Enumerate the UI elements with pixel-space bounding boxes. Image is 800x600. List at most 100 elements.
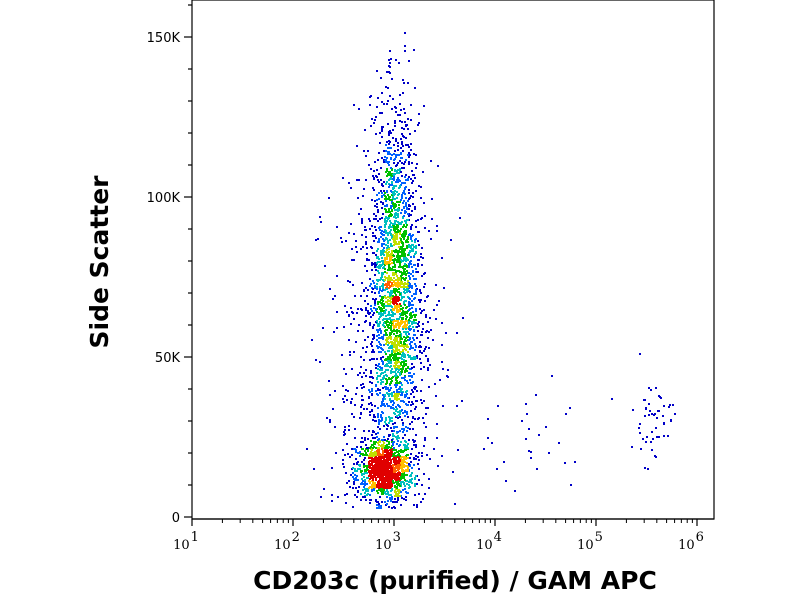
event-dot <box>400 147 402 149</box>
event-dot <box>420 399 422 401</box>
x-tick-label: 103 <box>375 530 401 553</box>
event-dot <box>380 232 382 234</box>
event-dot <box>412 326 414 328</box>
event-dot <box>390 229 392 231</box>
event-dot <box>391 182 393 184</box>
event-dot <box>360 356 362 358</box>
event-dot <box>380 77 382 79</box>
event-dot <box>363 459 365 461</box>
event-dot <box>397 254 399 256</box>
event-dot <box>384 226 386 228</box>
event-dot <box>389 220 391 222</box>
event-dot <box>401 409 403 411</box>
event-dot <box>404 233 406 235</box>
event-dot <box>409 475 411 477</box>
event-dot <box>398 187 400 189</box>
event-dot <box>380 507 382 509</box>
event-dot <box>421 352 423 354</box>
event-dot <box>377 270 379 272</box>
event-dot <box>404 32 406 34</box>
event-dot <box>397 376 399 378</box>
event-dot <box>370 308 372 310</box>
event-dot <box>424 272 426 274</box>
event-dot <box>382 387 384 389</box>
event-dot <box>399 303 401 305</box>
event-dot <box>346 443 348 445</box>
event-dot <box>384 260 386 262</box>
event-dot <box>374 119 376 121</box>
event-dot <box>410 247 412 249</box>
event-dot <box>402 367 404 369</box>
event-dot <box>359 451 361 453</box>
event-dot <box>388 164 390 166</box>
event-dot <box>647 468 649 470</box>
event-dot <box>419 308 421 310</box>
event-dot <box>398 62 400 64</box>
event-dot <box>385 200 387 202</box>
event-dot <box>450 239 452 241</box>
event-dot <box>423 309 425 311</box>
event-dot <box>397 258 399 260</box>
event-dot <box>410 260 412 262</box>
event-dot <box>388 324 390 326</box>
event-dot <box>411 401 413 403</box>
event-dot <box>391 269 393 271</box>
event-dot <box>381 461 383 463</box>
event-dot <box>382 450 384 452</box>
event-dot <box>437 165 439 167</box>
event-dot <box>425 331 427 333</box>
event-dot <box>380 236 382 238</box>
event-dot <box>496 468 498 470</box>
event-dot <box>417 330 419 332</box>
event-dot <box>381 207 383 209</box>
event-dot <box>402 456 404 458</box>
event-dot <box>357 374 359 376</box>
event-dot <box>359 455 361 457</box>
event-dot <box>398 266 400 268</box>
event-dot <box>363 473 365 475</box>
event-dot <box>530 457 532 459</box>
event-dot <box>373 358 375 360</box>
event-dot <box>410 143 412 145</box>
event-dot <box>379 473 381 475</box>
event-dot <box>367 150 369 152</box>
x-tick-label: 104 <box>476 530 502 553</box>
event-dot <box>441 344 443 346</box>
event-dot <box>395 283 397 285</box>
event-dot <box>403 341 405 343</box>
event-dot <box>396 391 398 393</box>
event-dot <box>420 218 422 220</box>
event-dot <box>380 201 382 203</box>
event-dot <box>357 479 359 481</box>
event-dot <box>396 298 398 300</box>
event-dot <box>437 465 439 467</box>
event-dot <box>385 388 387 390</box>
event-dot <box>372 419 374 421</box>
event-dot <box>332 298 334 300</box>
event-dot <box>365 287 367 289</box>
event-dot <box>401 384 403 386</box>
event-dot <box>386 258 388 260</box>
event-dot <box>373 416 375 418</box>
event-dot <box>364 481 366 483</box>
event-dot <box>377 492 379 494</box>
event-dot <box>392 197 394 199</box>
event-dot <box>361 448 363 450</box>
event-dot <box>639 432 641 434</box>
event-dot <box>350 187 352 189</box>
event-dot <box>416 326 418 328</box>
event-dot <box>385 334 387 336</box>
event-dot <box>405 260 407 262</box>
event-dot <box>379 366 381 368</box>
event-dot <box>362 195 364 197</box>
event-dot <box>378 505 380 507</box>
event-dot <box>370 470 372 472</box>
event-dot <box>569 407 571 409</box>
event-dot <box>394 337 396 339</box>
event-dot <box>366 270 368 272</box>
event-dot <box>411 224 413 226</box>
event-dot <box>387 234 389 236</box>
event-dot <box>378 341 380 343</box>
event-dot <box>408 208 410 210</box>
event-dot <box>376 436 378 438</box>
